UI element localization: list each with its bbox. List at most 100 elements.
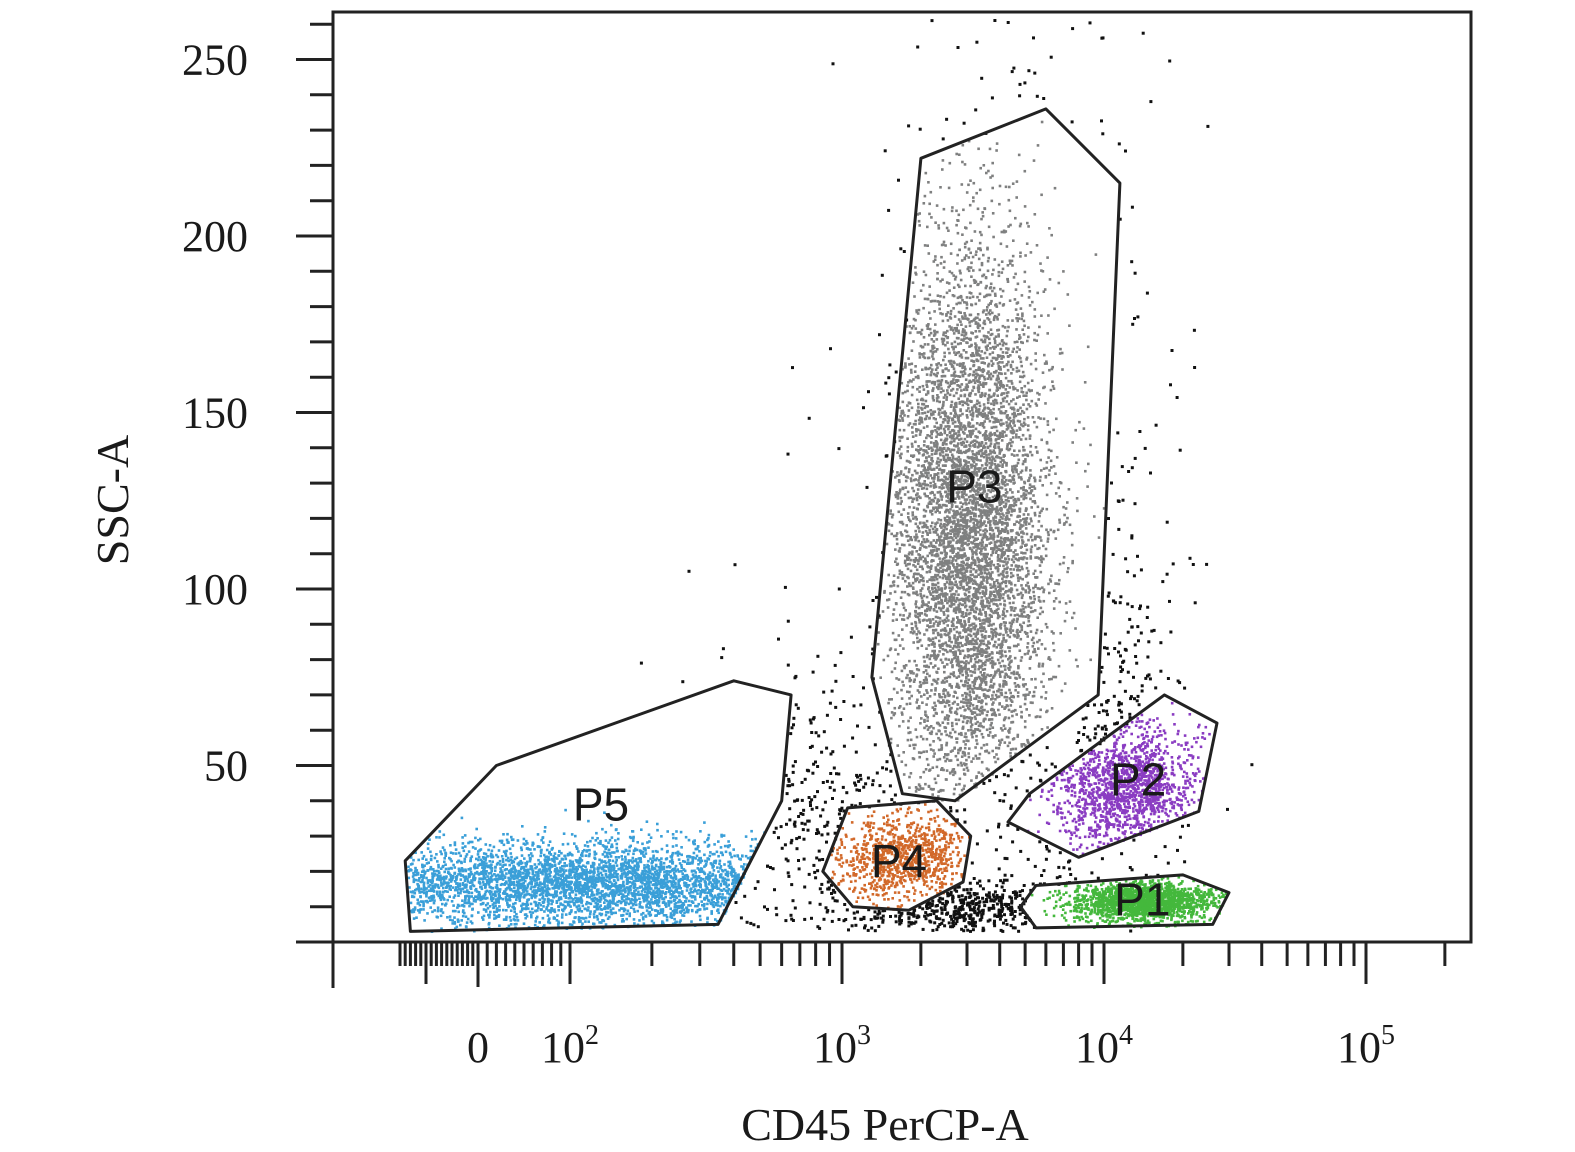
event-dot xyxy=(997,638,1001,641)
event-dot xyxy=(1130,770,1134,774)
event-dot xyxy=(954,650,957,653)
event-dot xyxy=(977,257,981,261)
event-dot xyxy=(1141,789,1144,792)
event-dot xyxy=(1148,783,1151,787)
event-dot xyxy=(915,550,918,553)
event-dot xyxy=(991,345,995,349)
event-dot xyxy=(1158,896,1161,900)
event-dot xyxy=(998,544,1001,548)
event-dot xyxy=(1107,763,1111,766)
event-dot xyxy=(929,662,933,665)
event-dot xyxy=(1135,767,1138,770)
event-dot xyxy=(1015,520,1018,523)
event-dot xyxy=(1133,919,1136,923)
event-dot xyxy=(1123,784,1126,787)
event-dot xyxy=(910,393,914,397)
event-dot xyxy=(1149,755,1153,759)
event-dot xyxy=(990,461,994,465)
event-dot xyxy=(1066,799,1070,803)
event-dot xyxy=(1170,913,1174,916)
event-dot xyxy=(1171,891,1175,894)
event-dot xyxy=(1144,788,1148,792)
event-dot xyxy=(1027,693,1030,696)
event-dot xyxy=(975,583,979,586)
event-dot xyxy=(1089,658,1092,662)
event-dot xyxy=(1113,750,1116,753)
event-dot xyxy=(1108,761,1111,764)
event-dot xyxy=(1192,901,1195,904)
event-dot xyxy=(951,206,954,209)
event-dot xyxy=(1168,888,1172,892)
event-dot xyxy=(1113,812,1117,815)
event-dot xyxy=(978,354,982,357)
event-dot xyxy=(1152,889,1155,893)
event-dot xyxy=(1020,317,1023,321)
event-dot xyxy=(929,300,933,303)
event-dot xyxy=(1018,428,1022,431)
event-dot xyxy=(1170,800,1174,804)
event-dot xyxy=(1140,897,1143,901)
event-dot xyxy=(988,604,991,607)
event-dot xyxy=(1056,893,1059,897)
event-dot xyxy=(1099,903,1102,906)
event-dot xyxy=(1172,893,1175,896)
event-dot xyxy=(1188,909,1191,913)
event-dot xyxy=(1126,773,1129,776)
event-dot xyxy=(1143,762,1146,766)
event-dot xyxy=(1149,807,1153,811)
event-dot xyxy=(1012,551,1015,554)
event-dot xyxy=(1132,880,1135,884)
event-dot xyxy=(1154,790,1158,794)
event-dot xyxy=(1099,908,1102,912)
event-dot xyxy=(1063,916,1066,920)
event-dot xyxy=(1161,896,1165,900)
event-dot xyxy=(1098,802,1101,806)
event-dot xyxy=(933,482,937,486)
event-dot xyxy=(973,639,977,642)
event-dot xyxy=(1009,223,1012,227)
event-dot xyxy=(1078,795,1081,799)
event-dot xyxy=(1127,909,1130,913)
event-dot xyxy=(908,422,912,425)
event-dot xyxy=(969,284,972,288)
event-dot xyxy=(1130,898,1134,902)
event-dot xyxy=(1112,916,1115,920)
event-dot xyxy=(1138,744,1141,747)
event-dot xyxy=(955,645,958,649)
event-dot xyxy=(981,557,984,561)
event-dot xyxy=(1115,748,1118,751)
event-dot xyxy=(1077,815,1080,819)
event-dot xyxy=(1136,890,1140,893)
event-dot xyxy=(1148,770,1152,773)
event-dot xyxy=(1145,902,1149,906)
event-dot xyxy=(1094,774,1097,778)
event-dot xyxy=(987,362,991,366)
event-dot xyxy=(908,325,912,328)
event-dot xyxy=(982,579,985,582)
event-dot xyxy=(1105,833,1109,837)
event-dot xyxy=(1001,361,1004,364)
event-dot xyxy=(1024,493,1028,496)
event-dot xyxy=(1130,914,1133,918)
event-dot xyxy=(1184,797,1187,800)
event-dot xyxy=(1021,594,1024,597)
event-dot xyxy=(901,628,904,631)
event-dot xyxy=(1128,776,1131,779)
event-dot xyxy=(1066,903,1069,906)
event-dot xyxy=(1122,890,1125,894)
event-dot xyxy=(1135,814,1139,817)
event-dot xyxy=(990,627,993,631)
event-dot xyxy=(951,702,955,705)
event-dot xyxy=(1201,904,1204,907)
event-dot xyxy=(1078,910,1082,914)
event-dot xyxy=(1109,914,1112,917)
event-dot xyxy=(903,414,906,417)
event-dot xyxy=(1059,787,1063,790)
event-dot xyxy=(1189,919,1193,923)
event-dot xyxy=(1087,779,1090,783)
event-dot xyxy=(1027,572,1030,576)
event-dot xyxy=(1097,781,1101,785)
event-dot xyxy=(1022,460,1026,463)
event-dot xyxy=(989,724,993,727)
event-dot xyxy=(914,602,917,606)
